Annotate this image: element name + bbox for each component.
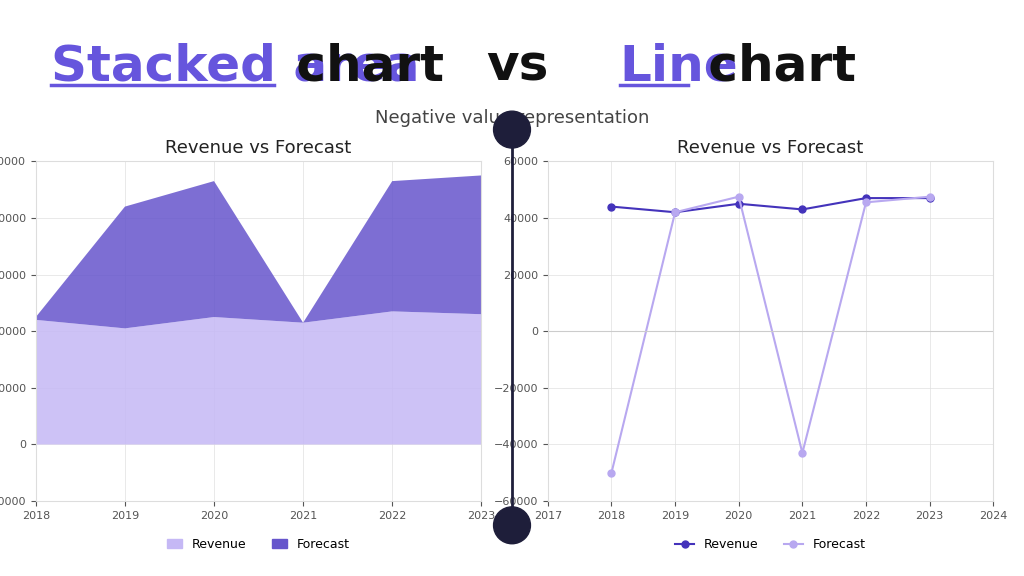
Text: Stacked area: Stacked area <box>51 42 420 90</box>
Legend: Revenue, Forecast: Revenue, Forecast <box>671 533 870 556</box>
Forecast <box>605 469 617 476</box>
Text: Line: Line <box>620 42 738 90</box>
Text: vs: vs <box>486 42 549 90</box>
Forecast <box>860 199 872 206</box>
Revenue <box>732 200 744 207</box>
Line: Forecast: Forecast <box>608 193 933 476</box>
Forecast <box>797 449 809 456</box>
Title: Revenue vs Forecast: Revenue vs Forecast <box>678 139 863 157</box>
Revenue <box>860 195 872 202</box>
Line: Revenue: Revenue <box>608 195 933 216</box>
Revenue <box>605 203 617 210</box>
Forecast <box>732 193 744 200</box>
Revenue <box>669 209 681 216</box>
Text: Negative value representation: Negative value representation <box>375 109 649 127</box>
Legend: Revenue, Forecast: Revenue, Forecast <box>162 533 355 556</box>
Revenue <box>924 195 936 202</box>
Forecast <box>669 209 681 216</box>
Text: chart: chart <box>691 42 856 90</box>
Title: Revenue vs Forecast: Revenue vs Forecast <box>166 139 351 157</box>
Forecast <box>924 193 936 200</box>
Text: chart: chart <box>279 42 443 90</box>
Revenue <box>797 206 809 213</box>
